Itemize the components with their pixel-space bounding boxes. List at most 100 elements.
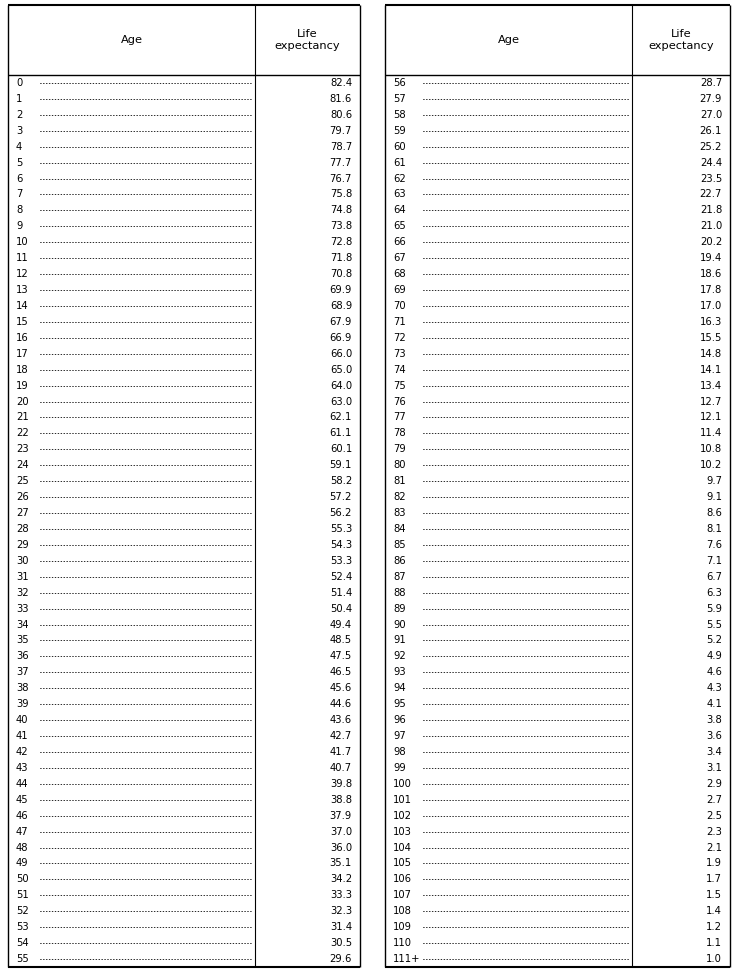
Text: 53: 53	[16, 922, 29, 932]
Text: 46.5: 46.5	[330, 668, 352, 677]
Text: 4.3: 4.3	[706, 683, 722, 693]
Text: 57: 57	[393, 94, 406, 104]
Text: 70.8: 70.8	[330, 269, 352, 279]
Text: 36: 36	[16, 651, 29, 661]
Text: 16: 16	[16, 332, 29, 343]
Text: 2.3: 2.3	[706, 826, 722, 837]
Text: 87: 87	[393, 572, 406, 582]
Text: 44.6: 44.6	[330, 699, 352, 710]
Text: 14: 14	[16, 301, 29, 311]
Text: 66.0: 66.0	[330, 349, 352, 359]
Text: 7: 7	[16, 190, 22, 199]
Text: 81.6: 81.6	[330, 94, 352, 104]
Text: 28: 28	[16, 524, 29, 534]
Text: 37.9: 37.9	[330, 811, 352, 820]
Text: 14.1: 14.1	[700, 364, 722, 374]
Text: 27: 27	[16, 508, 29, 518]
Text: Age: Age	[120, 35, 142, 45]
Text: 50.4: 50.4	[330, 604, 352, 613]
Text: 0: 0	[16, 78, 22, 87]
Text: 22: 22	[16, 429, 29, 438]
Text: 50: 50	[16, 875, 29, 885]
Text: 34: 34	[16, 619, 29, 630]
Text: 64: 64	[393, 205, 406, 216]
Text: 33.3: 33.3	[330, 890, 352, 900]
Text: 110: 110	[393, 938, 412, 948]
Text: 72.8: 72.8	[330, 237, 352, 247]
Text: 75.8: 75.8	[330, 190, 352, 199]
Text: 37.0: 37.0	[330, 826, 352, 837]
Text: 17: 17	[16, 349, 29, 359]
Text: 66.9: 66.9	[330, 332, 352, 343]
Text: 83: 83	[393, 508, 405, 518]
Text: 5: 5	[16, 157, 22, 167]
Text: 88: 88	[393, 588, 405, 598]
Text: 10.2: 10.2	[700, 461, 722, 470]
Text: 45: 45	[16, 795, 29, 805]
Text: 74: 74	[393, 364, 406, 374]
Text: 67.9: 67.9	[330, 317, 352, 327]
Text: 20.2: 20.2	[700, 237, 722, 247]
Text: 53.3: 53.3	[330, 556, 352, 566]
Text: 106: 106	[393, 875, 412, 885]
Text: 63: 63	[393, 190, 406, 199]
Text: 111+: 111+	[393, 955, 421, 964]
Text: 91: 91	[393, 636, 406, 645]
Text: 1.5: 1.5	[706, 890, 722, 900]
Text: 5.9: 5.9	[706, 604, 722, 613]
Text: 4.6: 4.6	[706, 668, 722, 677]
Text: 68: 68	[393, 269, 406, 279]
Text: 47: 47	[16, 826, 29, 837]
Text: 32.3: 32.3	[330, 906, 352, 917]
Text: 52.4: 52.4	[330, 572, 352, 582]
Text: 12.7: 12.7	[700, 397, 722, 406]
Text: 29: 29	[16, 539, 29, 550]
Text: 25: 25	[16, 476, 29, 486]
Text: 60.1: 60.1	[330, 444, 352, 454]
Text: 3.8: 3.8	[706, 715, 722, 725]
Text: 77: 77	[393, 412, 406, 423]
Text: 84: 84	[393, 524, 405, 534]
Text: 3: 3	[16, 125, 22, 136]
Text: 47.5: 47.5	[330, 651, 352, 661]
Text: 2.5: 2.5	[706, 811, 722, 820]
Text: 66: 66	[393, 237, 406, 247]
Text: 103: 103	[393, 826, 412, 837]
Text: 11.4: 11.4	[700, 429, 722, 438]
Text: Age: Age	[497, 35, 520, 45]
Text: 12: 12	[16, 269, 29, 279]
Text: 28.7: 28.7	[700, 78, 722, 87]
Text: 3.6: 3.6	[706, 731, 722, 741]
Text: 26: 26	[16, 492, 29, 503]
Text: 20: 20	[16, 397, 29, 406]
Text: 34.2: 34.2	[330, 875, 352, 885]
Text: 62: 62	[393, 174, 406, 184]
Text: 1.2: 1.2	[706, 922, 722, 932]
Text: 44: 44	[16, 779, 29, 789]
Text: 61: 61	[393, 157, 406, 167]
Text: 78.7: 78.7	[330, 142, 352, 152]
Text: 24: 24	[16, 461, 29, 470]
Text: 48: 48	[16, 843, 29, 852]
Text: 4.9: 4.9	[706, 651, 722, 661]
Text: 72: 72	[393, 332, 406, 343]
Text: 52: 52	[16, 906, 29, 917]
Text: 24.4: 24.4	[700, 157, 722, 167]
Text: 55: 55	[16, 955, 29, 964]
Text: 109: 109	[393, 922, 412, 932]
Text: 82: 82	[393, 492, 406, 503]
Text: 5.5: 5.5	[706, 619, 722, 630]
Text: 71: 71	[393, 317, 406, 327]
Text: 102: 102	[393, 811, 412, 820]
Text: 54.3: 54.3	[330, 539, 352, 550]
Text: 36.0: 36.0	[330, 843, 352, 852]
Text: 51: 51	[16, 890, 29, 900]
Text: 2: 2	[16, 110, 22, 120]
Text: 30.5: 30.5	[330, 938, 352, 948]
Text: 86: 86	[393, 556, 406, 566]
Text: 68.9: 68.9	[330, 301, 352, 311]
Text: 39.8: 39.8	[330, 779, 352, 789]
Text: 27.0: 27.0	[700, 110, 722, 120]
Text: 32: 32	[16, 588, 29, 598]
Text: Life
expectancy: Life expectancy	[648, 29, 714, 51]
